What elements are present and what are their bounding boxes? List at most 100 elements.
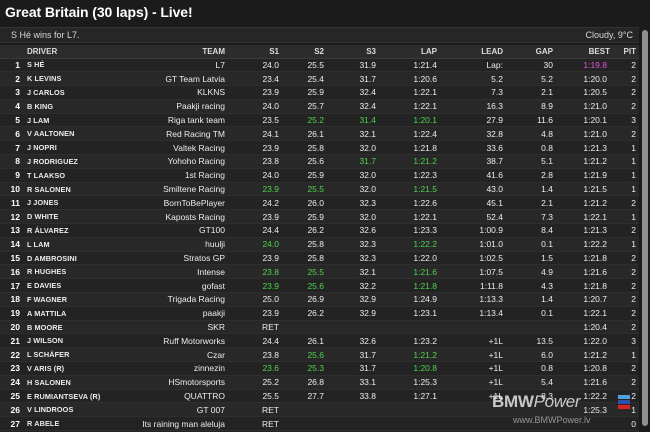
sector-1-time: 23.9	[228, 306, 282, 321]
row-position: 19	[0, 306, 24, 321]
lead-interval: 1:01.0	[440, 237, 506, 252]
best-lap-time: 1:21.6	[556, 375, 613, 390]
row-position: 21	[0, 333, 24, 349]
sector-2-time: 26.8	[282, 375, 327, 390]
sector-3-time: 32.9	[327, 306, 379, 321]
row-position: 4	[0, 99, 24, 114]
lead-interval: 16.3	[440, 99, 506, 114]
table-row[interactable]: 24 H SALONEN HSmotorsports 25.2 26.8 33.1 1:25…	[0, 375, 639, 390]
standings-panel: DRIVER TEAM S1 S2 S3 LAP LEAD GAP BEST P…	[0, 45, 639, 432]
last-lap-time: 1:22.2	[379, 237, 440, 252]
page-title: Great Britain (30 laps) - Live!	[5, 4, 193, 20]
col-header-position	[0, 45, 24, 59]
col-header-lead[interactable]: LEAD	[440, 45, 506, 59]
sector-1-time: 24.0	[228, 58, 282, 73]
table-row[interactable]: 19 A MATTILA paakji 23.9 26.2 32.9 1:23.1 1:13.…	[0, 306, 639, 321]
sector-3-time: 32.1	[327, 264, 379, 280]
sector-1-time: 23.9	[228, 140, 282, 156]
table-row[interactable]: 20 B MOORE SKR RET 1:20.4 2	[0, 320, 639, 335]
table-row[interactable]: 11 J JONES BornToBePlayer 24.2 26.0 32.3 1:22.…	[0, 195, 639, 211]
table-row[interactable]: 22 L SCHÄFER Czar 23.8 25.6 31.7 1:21.2 +1L 6.0 1…	[0, 347, 639, 363]
last-lap-time: 1:22.0	[379, 251, 440, 266]
col-header-pit[interactable]: PIT	[613, 45, 639, 59]
row-position: 10	[0, 182, 24, 197]
sector-1-time: 23.8	[228, 264, 282, 280]
col-header-s3[interactable]: S3	[327, 45, 379, 59]
last-lap-time: 1:25.3	[379, 375, 440, 390]
table-row[interactable]: 12 D WHITE Kaposts Racing 23.9 25.9 32.0 1:22.…	[0, 209, 639, 225]
sector-2-time	[282, 402, 327, 418]
last-lap-time	[379, 416, 440, 432]
lead-interval: +1L	[440, 347, 506, 363]
sector-1-time: RET	[228, 320, 282, 335]
sector-2-time: 26.1	[282, 126, 327, 142]
sector-1-time: 24.4	[228, 223, 282, 238]
sector-3-time: 32.0	[327, 209, 379, 225]
gap-interval: 1.5	[506, 251, 556, 266]
weather-info: Cloudy, 9°C	[585, 30, 633, 40]
col-header-lap[interactable]: LAP	[379, 45, 440, 59]
col-header-s1[interactable]: S1	[228, 45, 282, 59]
table-row[interactable]: 27 R ABELE Its raining man aleluja RET 0	[0, 416, 639, 432]
gap-interval: 8.4	[506, 223, 556, 238]
col-header-driver[interactable]: DRIVER	[24, 45, 124, 59]
sector-2-time: 25.2	[282, 113, 327, 128]
col-header-s2[interactable]: S2	[282, 45, 327, 59]
col-header-gap[interactable]: GAP	[506, 45, 556, 59]
table-row[interactable]: 25 E RUMIANTSEVA (R) QUATTRO 25.5 27.7 33.8 1:…	[0, 389, 639, 404]
sector-2-time: 26.1	[282, 333, 327, 349]
last-lap-time	[379, 320, 440, 335]
table-row[interactable]: 16 R HUGHES Intense 23.8 25.5 32.1 1:21.6 1:07.…	[0, 264, 639, 280]
pit-count: 2	[613, 292, 639, 307]
sector-1-time: 23.9	[228, 209, 282, 225]
driver-name: A MATTILA	[24, 306, 124, 321]
sector-1-time: 24.0	[228, 168, 282, 183]
watermark-url: www.BMWPower.lv	[513, 415, 591, 425]
table-row[interactable]: 13 R ÁLVAREZ GT100 24.4 26.2 32.6 1:23.3 1:00.9…	[0, 223, 639, 238]
table-row[interactable]: 18 F WAGNER Trigada Racing 25.0 26.9 32.9 1:24…	[0, 292, 639, 307]
bmw-m-stripes-icon	[618, 395, 630, 409]
scrollbar-thumb[interactable]	[642, 30, 648, 426]
last-lap-time: 1:23.1	[379, 306, 440, 321]
sector-3-time: 32.4	[327, 99, 379, 114]
table-row[interactable]: 23 V ARIS (R) zinnezin 23.6 25.3 31.7 1:20.8 +1…	[0, 361, 639, 376]
row-position: 6	[0, 126, 24, 142]
best-lap-time: 1:21.8	[556, 251, 613, 266]
team-name: Intense	[124, 264, 228, 280]
watermark-logo: BMWPower www.BMWPower.lv	[492, 392, 632, 432]
sector-1-time: RET	[228, 416, 282, 432]
gap-interval: 8.9	[506, 99, 556, 114]
best-lap-time: 1:20.7	[556, 292, 613, 307]
table-row[interactable]: 14 L LAM huulji 24.0 25.8 32.3 1:22.2 1:01.0 0.1…	[0, 237, 639, 252]
gap-interval: 1.4	[506, 292, 556, 307]
driver-name: V AALTONEN	[24, 126, 124, 142]
lead-interval: Lap:	[440, 58, 506, 73]
table-row[interactable]: 17 E DAVIES gofast 23.9 25.6 32.2 1:21.8 1:11.8…	[0, 278, 639, 294]
best-lap-time: 1:21.5	[556, 182, 613, 197]
pit-count: 2	[613, 306, 639, 321]
col-header-best[interactable]: BEST	[556, 45, 613, 59]
driver-name: T LAAKSO	[24, 168, 124, 183]
team-name: Red Racing TM	[124, 126, 228, 142]
table-row[interactable]: 21 J WILSON Ruff Motorworks 24.4 26.1 32.6 1:2…	[0, 333, 639, 349]
sector-3-time	[327, 320, 379, 335]
last-lap-time: 1:20.8	[379, 361, 440, 376]
best-lap-time: 1:20.0	[556, 71, 613, 87]
sector-1-time: 24.0	[228, 99, 282, 114]
row-position: 9	[0, 168, 24, 183]
sector-2-time	[282, 416, 327, 432]
table-row[interactable]: 15 D AMBROSINI Stratos GP 23.9 25.8 32.3 1:22.…	[0, 251, 639, 266]
col-header-team[interactable]: TEAM	[124, 45, 228, 59]
row-position: 1	[0, 58, 24, 73]
table-row[interactable]: 26 V LINDROOS GT 007 RET 1:25.3 1	[0, 402, 639, 418]
table-row[interactable]: 10 R SALONEN Smiltene Racing 23.9 25.5 32.0 1:…	[0, 182, 639, 197]
